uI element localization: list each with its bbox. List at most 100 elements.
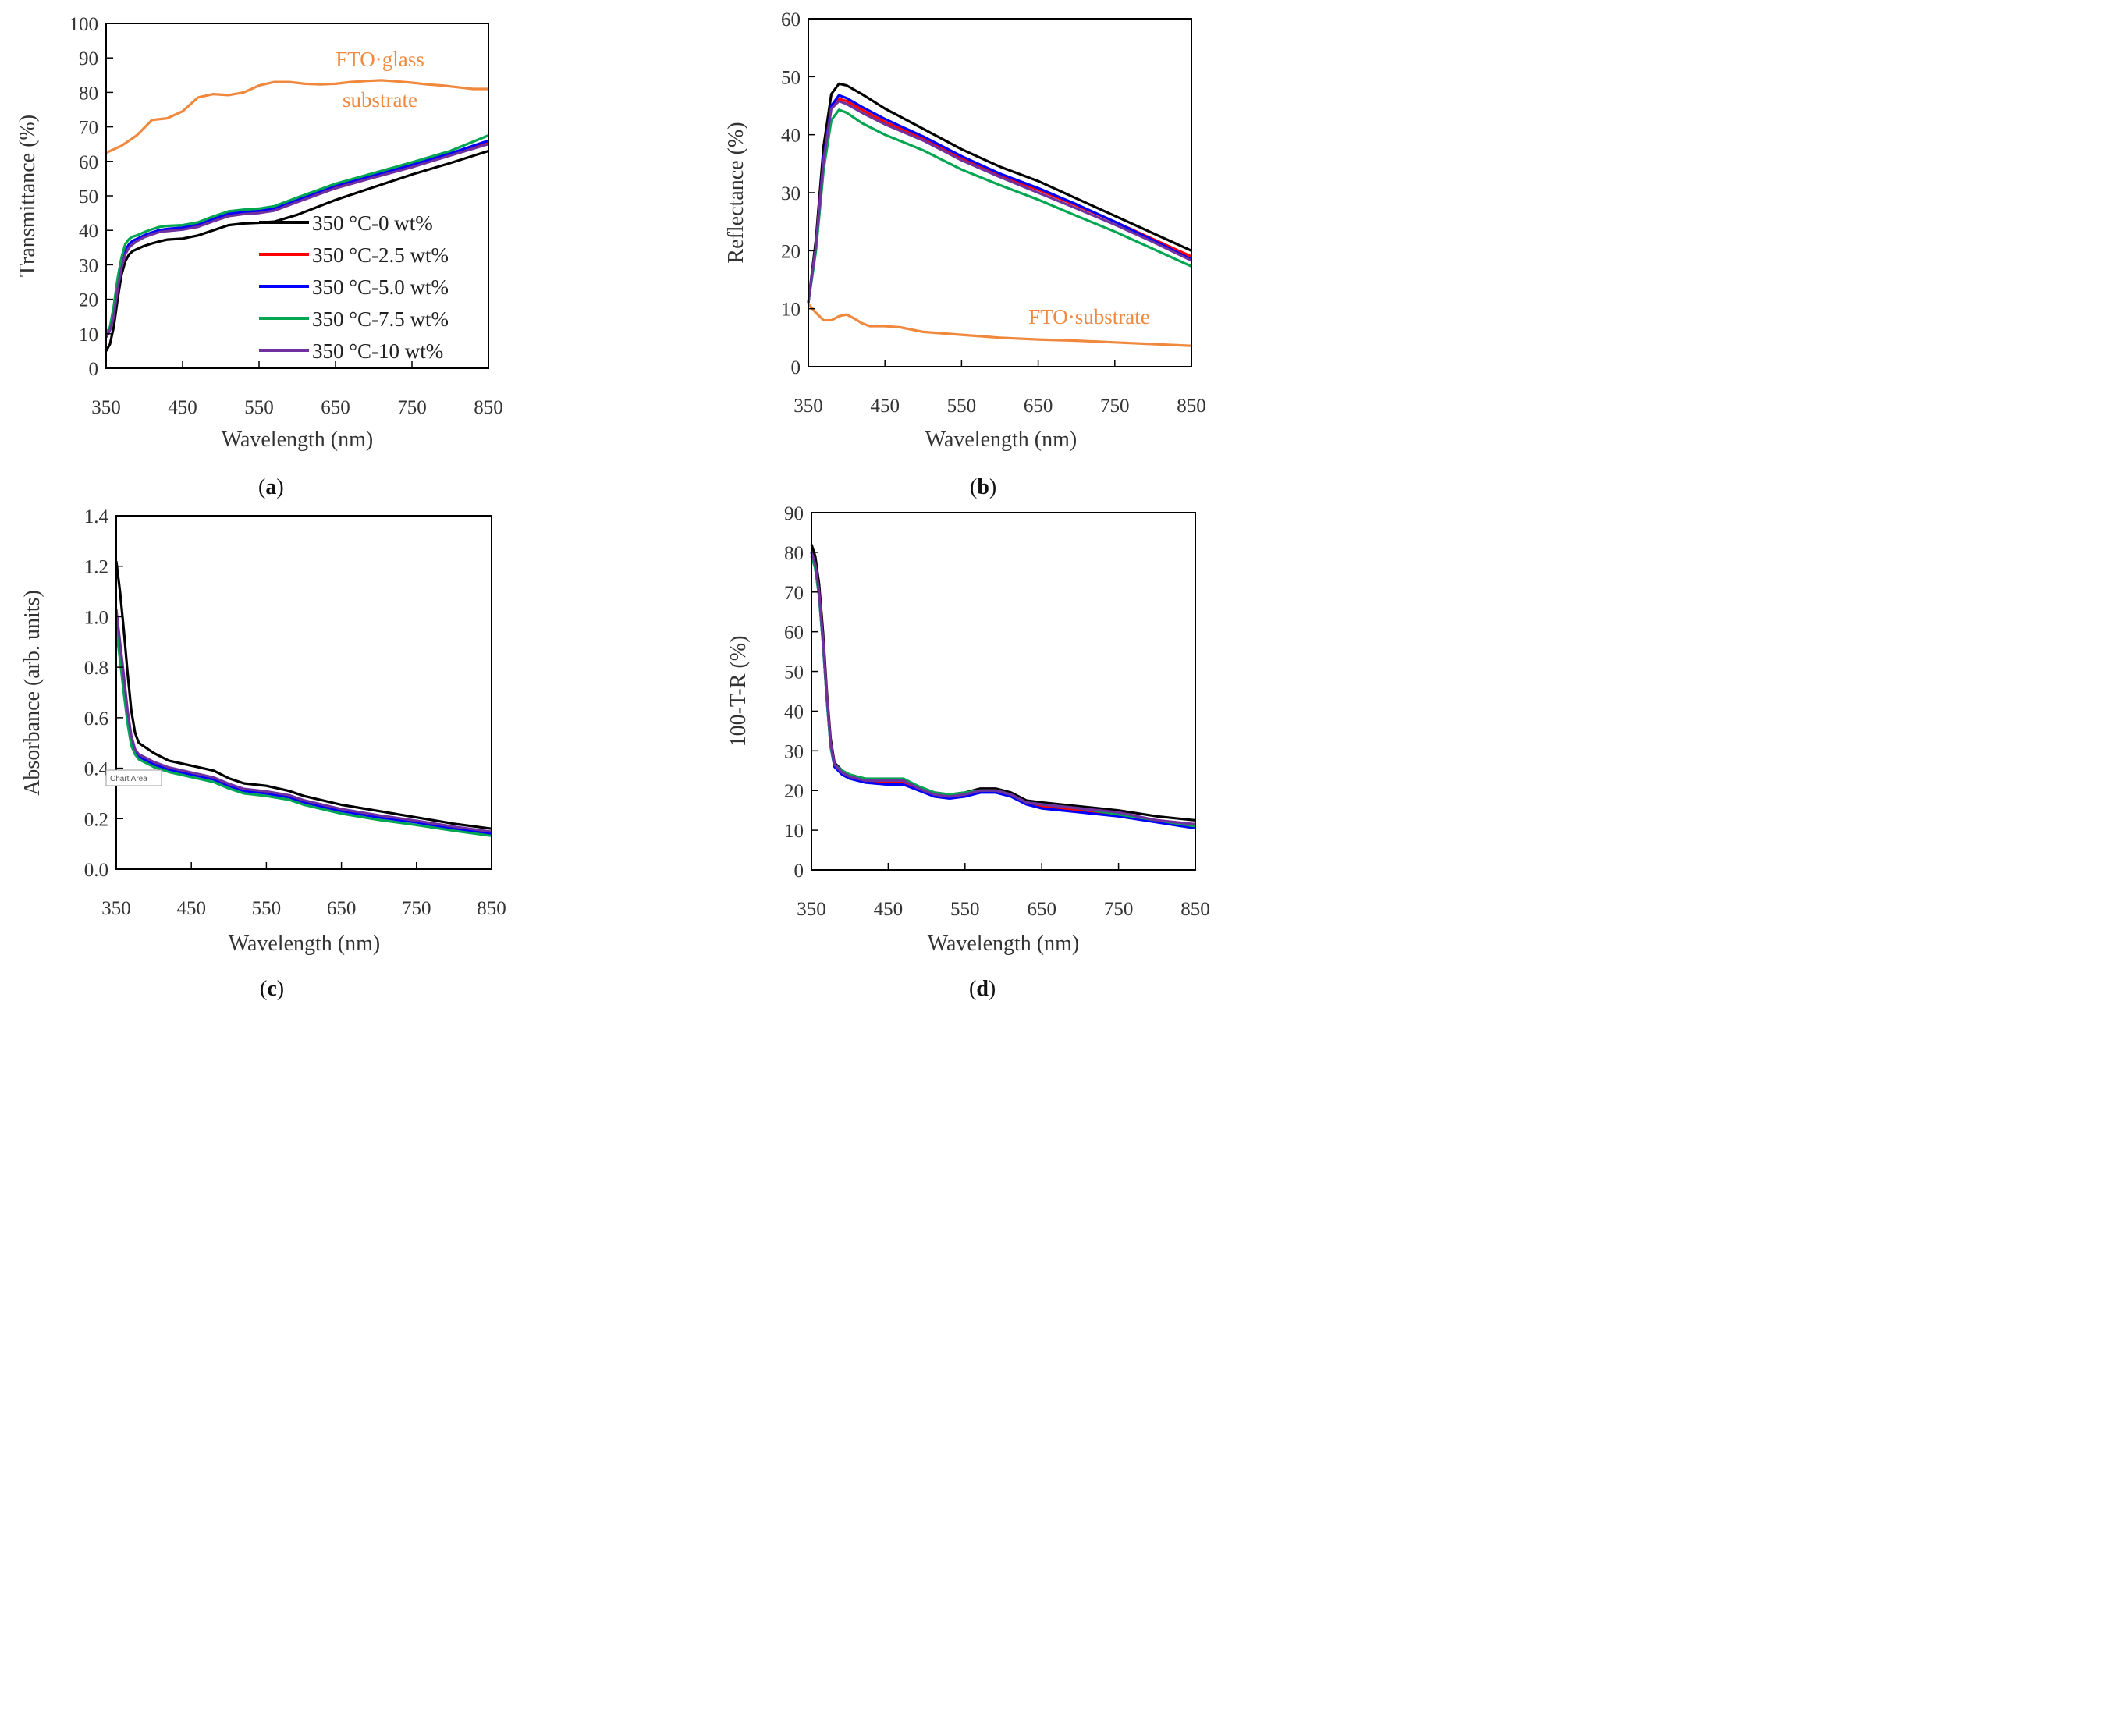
y-tick-label: 60 (781, 9, 801, 30)
y-tick-label: 20 (781, 241, 801, 262)
panel-caption: (b) (970, 475, 996, 499)
y-tick-label: 80 (784, 543, 804, 564)
y-tick-label: 0 (89, 359, 99, 380)
y-axis-label: 100-T-R (%) (726, 636, 751, 747)
series-line-a-0 (105, 79, 488, 154)
x-tick-label: 350 (101, 898, 131, 919)
y-tick-label: 40 (784, 701, 804, 722)
x-axis-label: Wavelength (nm) (229, 932, 380, 956)
y-tick-label: 0.0 (84, 860, 108, 881)
y-tick-label: 0.2 (84, 809, 108, 830)
y-axis-label: Reflectance (%) (724, 122, 748, 263)
y-tick-label: 70 (784, 583, 804, 604)
y-tick-label: 60 (79, 152, 98, 173)
legend-entry: 350 °C-0 wt% (312, 211, 433, 235)
legend-entry: 350 °C-5.0 wt% (312, 275, 449, 299)
y-tick-label: 80 (79, 83, 98, 104)
panel-d: 0 10 20 30 40 50 60 70 80 90 350 450 550 650 750 850 Wav… (726, 503, 1210, 1001)
legend-entry: 350 °C-2.5 wt% (312, 243, 449, 267)
series-line-b-5 (807, 100, 1192, 304)
y-tick-label: 40 (79, 221, 98, 242)
legend: 350 °C-0 wt% 350 °C-2.5 wt% 350 °C-5.0 wt%… (259, 211, 449, 363)
y-tick-label: 0.4 (84, 759, 109, 780)
x-tick-label: 350 (794, 396, 823, 417)
series-line-d-3 (810, 556, 1196, 828)
x-tick-label: 750 (1104, 899, 1134, 920)
x-tick-label: 450 (870, 396, 900, 417)
panel-caption: (a) (258, 475, 284, 499)
series-line-b-4 (807, 108, 1192, 304)
series-line-a-1 (105, 149, 489, 352)
x-tick-label: 850 (1177, 396, 1206, 417)
y-tick-label: 40 (781, 126, 801, 147)
x-tick-label: 650 (1024, 396, 1053, 417)
tooltip-text: Chart Area (110, 775, 147, 783)
series-line-a-5 (105, 143, 489, 338)
y-tick-label: 10 (79, 325, 98, 346)
y-tick-label: 90 (79, 48, 98, 69)
x-tick-label: 550 (950, 899, 980, 920)
y-tick-label: 0.8 (84, 658, 108, 679)
y-tick-label: 70 (79, 118, 98, 139)
x-tick-label: 350 (797, 899, 826, 920)
y-tick-label: 0 (791, 357, 801, 378)
y-tick-label: 20 (79, 290, 98, 311)
y-tick-label: 20 (784, 781, 804, 802)
y-tick-label: 50 (781, 67, 801, 88)
legend-entry: 350 °C-10 wt% (312, 339, 443, 363)
series-line-c-3 (115, 629, 492, 837)
x-tick-label: 450 (168, 397, 197, 418)
x-tick-label: 350 (91, 397, 121, 418)
y-tick-label: 1.0 (84, 607, 108, 628)
y-tick-label: 10 (781, 300, 801, 321)
fto-annotation: FTO·glass (336, 48, 424, 71)
series-line-b-1 (807, 82, 1192, 304)
series-line-d-4 (810, 552, 1196, 826)
series-line-b-2 (807, 98, 1192, 304)
x-tick-label: 650 (1027, 899, 1056, 920)
legend-entry: 350 °C-7.5 wt% (312, 307, 449, 331)
panel-caption: (c) (260, 977, 284, 1001)
fto-annotation: substrate (343, 88, 417, 112)
x-tick-label: 450 (176, 898, 206, 919)
y-tick-label: 30 (781, 183, 801, 204)
x-axis-label: Wavelength (nm) (928, 932, 1079, 956)
plot-frame-c (115, 515, 492, 870)
panel-a: 0 10 20 30 40 50 60 70 80 90 100 350 450 550 650 750 850… (16, 14, 503, 499)
x-tick-label: 650 (321, 397, 350, 418)
x-tick-label: 850 (477, 898, 506, 919)
y-tick-label: 100 (69, 14, 99, 35)
y-tick-label: 0.6 (84, 708, 108, 730)
tooltip-box (105, 769, 162, 786)
y-tick-label: 60 (784, 623, 804, 644)
series-line-c-0 (115, 561, 492, 830)
y-tick-label: 1.2 (84, 557, 108, 578)
x-tick-label: 850 (1180, 899, 1210, 920)
series-line-a-4 (105, 134, 489, 335)
series-line-c-4 (115, 609, 492, 833)
panel-c: 0.0 0.2 0.4 0.6 0.8 1.0 1.2 1.4 350 450 550 650 750 8… (20, 506, 506, 1001)
series-line-b-0 (807, 303, 1192, 347)
series-line-d-2 (810, 552, 1196, 830)
x-tick-label: 450 (874, 899, 904, 920)
x-tick-label: 550 (947, 396, 977, 417)
panel-b: 0 10 20 30 40 50 60 350 450 550 650 750 850 Wavelengt… (724, 9, 1206, 499)
y-axis-label: Transmittance (%) (16, 115, 40, 277)
chart-area-tooltip: Chart Area (105, 769, 162, 786)
fto-annotation: FTO·substrate (1028, 305, 1150, 328)
x-tick-label: 850 (474, 397, 503, 418)
y-tick-label: 90 (784, 503, 804, 524)
y-tick-label: 50 (79, 186, 98, 208)
x-tick-label: 750 (402, 898, 431, 919)
plot-frame-d (811, 512, 1196, 871)
panel-caption: (d) (969, 977, 996, 1001)
x-tick-label: 650 (327, 898, 357, 919)
x-tick-label: 550 (252, 898, 282, 919)
y-tick-label: 30 (784, 741, 804, 762)
x-tick-label: 750 (1100, 396, 1130, 417)
y-tick-label: 0 (794, 861, 804, 882)
y-axis-label: Absorbance (arb. units) (20, 590, 44, 796)
x-tick-label: 750 (397, 397, 427, 418)
y-tick-label: 10 (784, 821, 804, 842)
